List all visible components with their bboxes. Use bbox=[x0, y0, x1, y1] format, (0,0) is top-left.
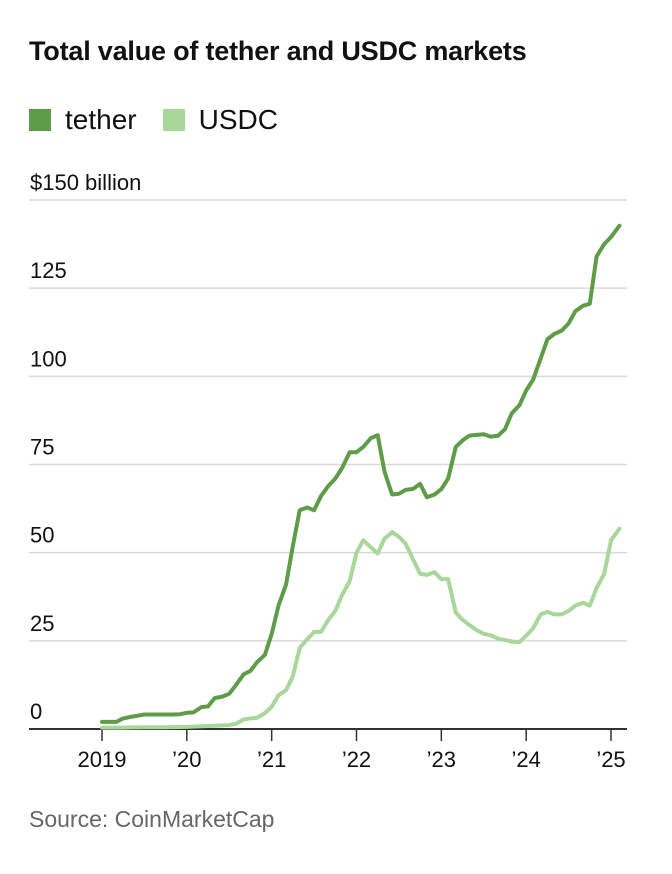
x-tick-label-2024: ’24 bbox=[511, 747, 540, 772]
y-tick-label-100: 100 bbox=[30, 346, 67, 371]
chart-title: Total value of tether and USDC markets bbox=[29, 36, 527, 66]
x-tick-label-2021: ’21 bbox=[257, 747, 286, 772]
legend-swatch-tether bbox=[29, 109, 51, 131]
x-tick-label-2019: 2019 bbox=[78, 747, 127, 772]
x-tick-label-2025: ’25 bbox=[596, 747, 625, 772]
series-line-usdc bbox=[100, 526, 622, 730]
legend-item-tether: tether bbox=[29, 104, 137, 136]
legend-label-usdc: USDC bbox=[198, 104, 278, 135]
y-tick-label-75: 75 bbox=[30, 435, 54, 460]
x-tick-label-2020: ’20 bbox=[172, 747, 201, 772]
x-tick-label-2022: ’22 bbox=[342, 747, 371, 772]
legend-item-usdc: USDC bbox=[162, 104, 278, 136]
x-axis: 2019 ’20 ’21 ’22 ’23 ’24 ’25 bbox=[29, 728, 627, 772]
y-tick-label-25: 25 bbox=[30, 611, 54, 636]
source-note: Source: CoinMarketCap bbox=[29, 806, 275, 832]
series-line-tether bbox=[100, 223, 622, 724]
y-tick-label-125: 125 bbox=[30, 258, 67, 283]
y-axis-labels: $150 billion 125 100 75 50 25 0 bbox=[30, 170, 141, 724]
y-tick-label-0: 0 bbox=[30, 699, 42, 724]
x-tick-label-2023: ’23 bbox=[427, 747, 456, 772]
chart-legend: tether USDC bbox=[29, 104, 304, 136]
series-lines bbox=[100, 223, 622, 730]
legend-label-tether: tether bbox=[65, 104, 137, 135]
grid-lines bbox=[29, 199, 627, 642]
legend-swatch-usdc bbox=[162, 109, 185, 131]
y-tick-label-50: 50 bbox=[30, 523, 54, 548]
y-tick-label-150: $150 billion bbox=[30, 170, 141, 195]
